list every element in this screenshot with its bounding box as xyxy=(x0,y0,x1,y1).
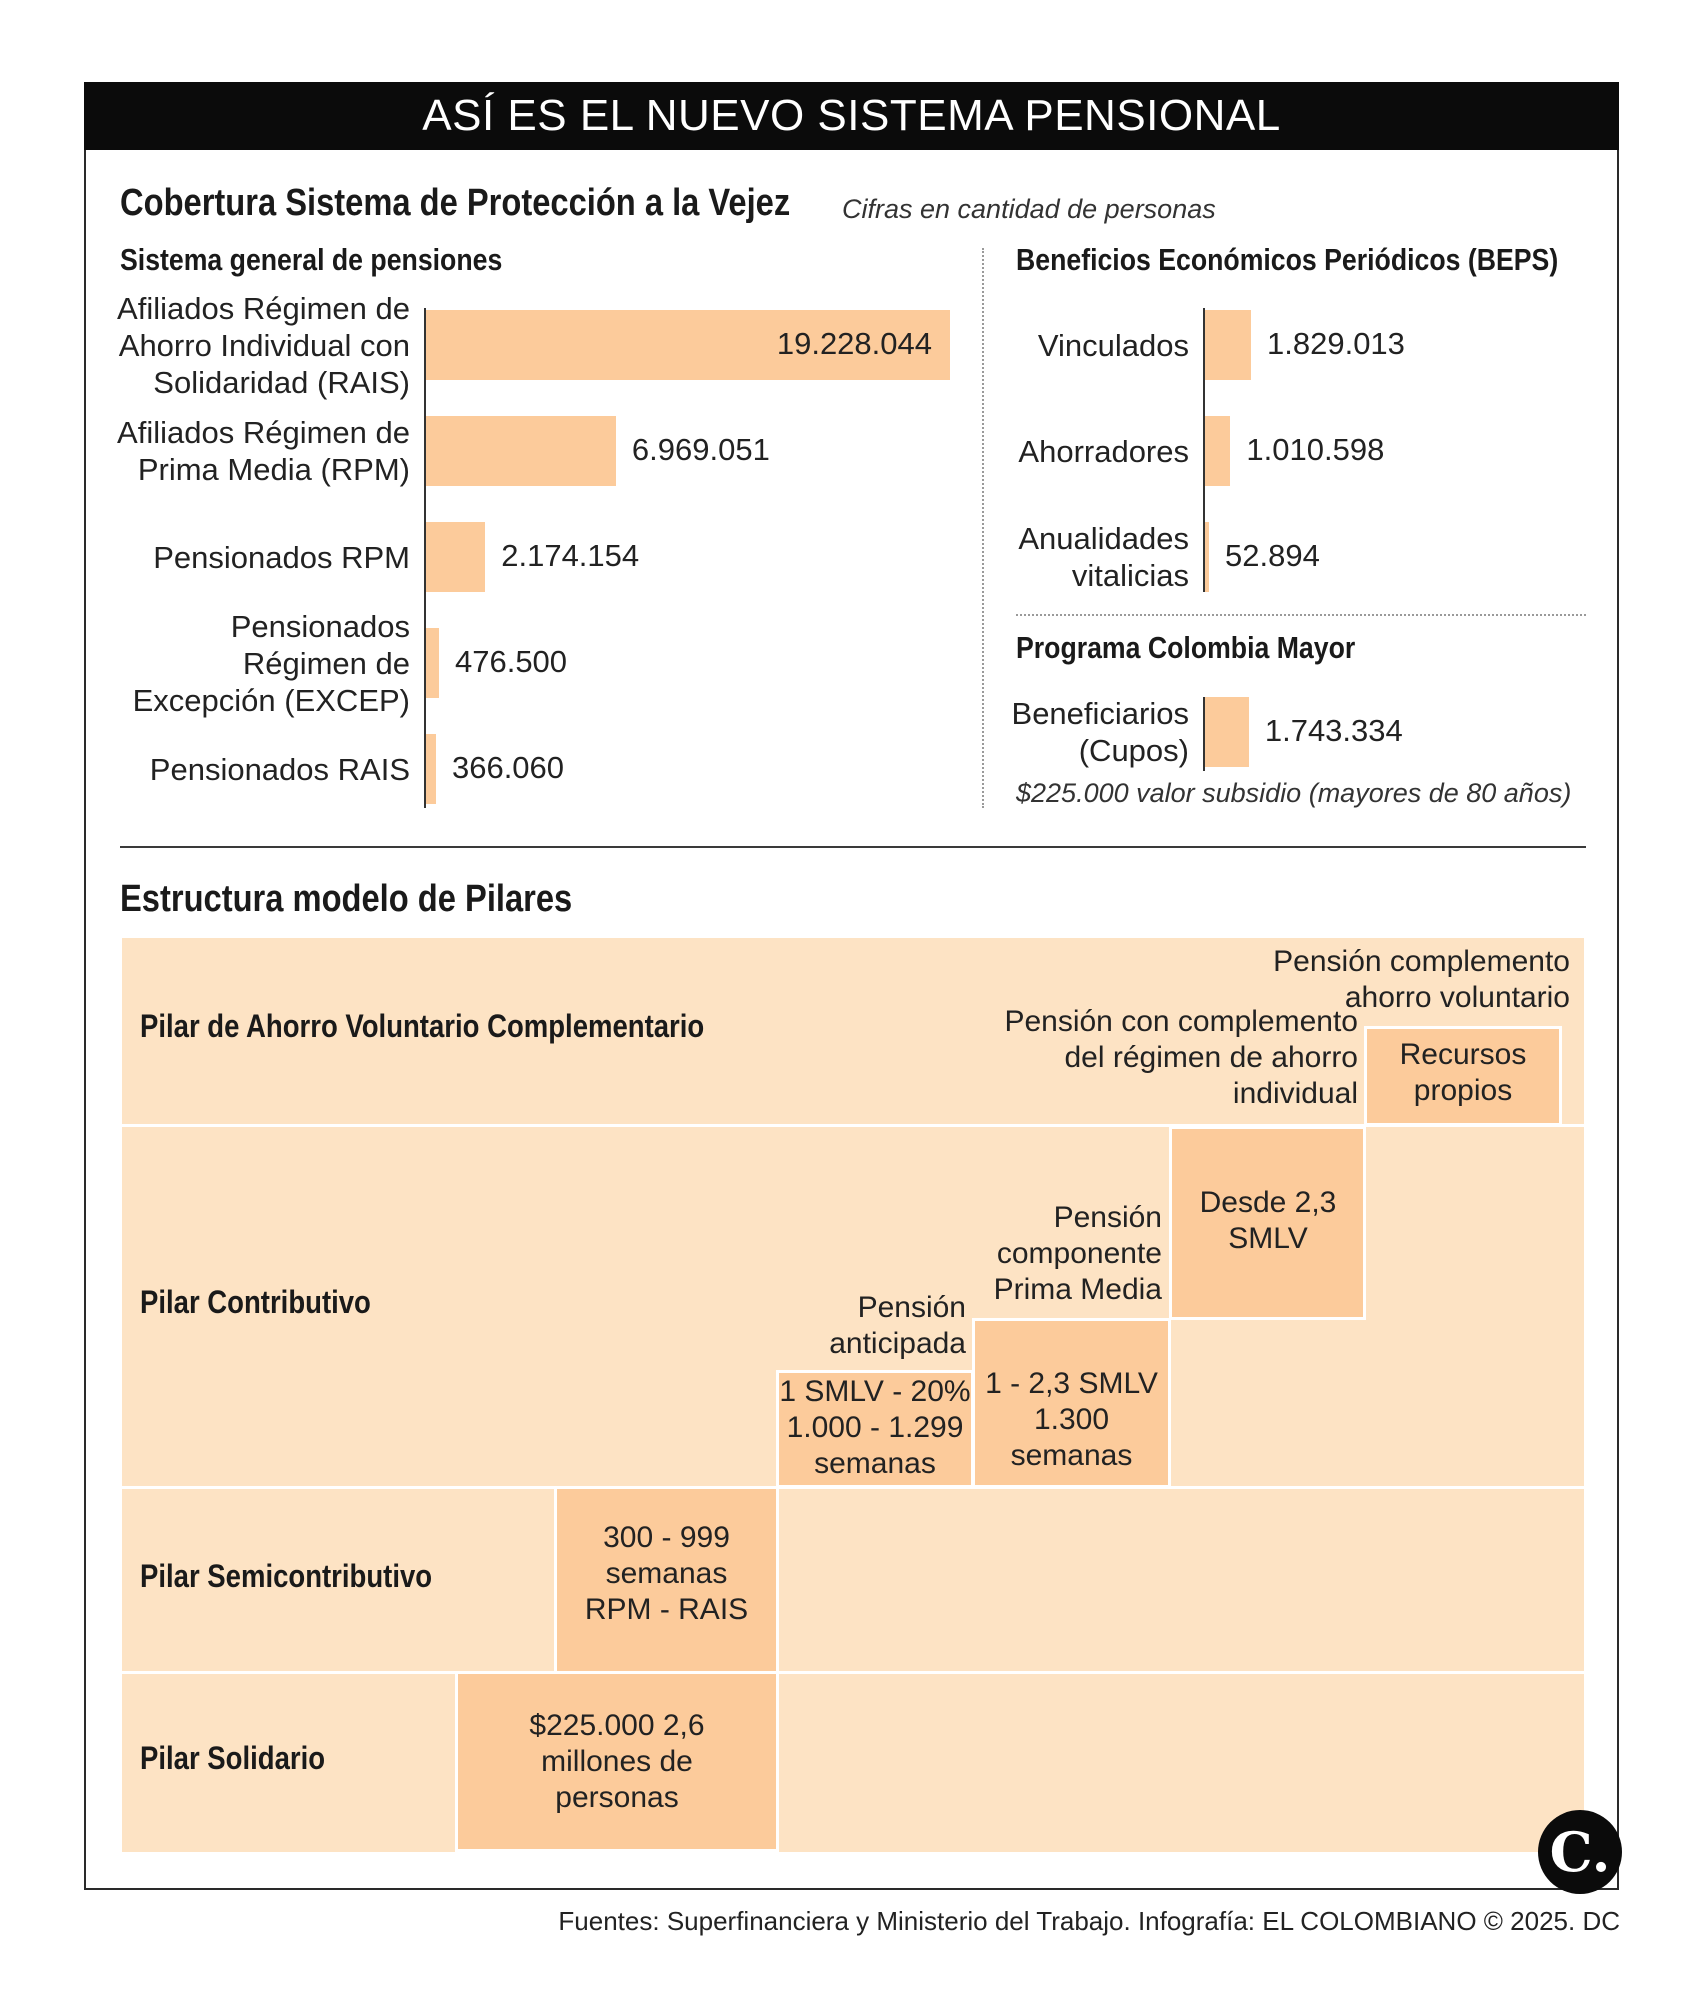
cell-desde-smlv-text: Desde 2,3 SMLV xyxy=(1199,1186,1337,1255)
value-label: 1.010.598 xyxy=(1246,432,1385,467)
sgp-chart-title: Sistema general de pensiones xyxy=(120,242,503,277)
bar xyxy=(426,522,486,592)
category-label: Afiliados Régimen de Ahorro Individual c… xyxy=(117,290,410,400)
chart-axis-line xyxy=(1203,697,1205,771)
colombia-mayor-note: $225.000 valor subsidio (mayores de 80 a… xyxy=(1016,778,1572,808)
category-label: Afiliados Régimen de Prima Media (RPM) xyxy=(117,415,410,487)
cell-prima-media-text: 1 - 2,3 SMLV 1.300 semanas xyxy=(985,1367,1158,1472)
value-label: 1.829.013 xyxy=(1267,326,1405,361)
cell-semicontributivo xyxy=(554,1486,779,1674)
cell-anticipada xyxy=(776,1370,974,1488)
value-label: 476.500 xyxy=(454,644,568,679)
note-prima-media: Pensión componente Prima Media xyxy=(993,1201,1162,1306)
cell-prima-media xyxy=(972,1318,1171,1488)
colombia-mayor-title: Programa Colombia Mayor xyxy=(1016,630,1356,665)
category-label: Vinculados xyxy=(1037,327,1189,363)
el-colombiano-logo: C. xyxy=(1538,1810,1622,1894)
beps-divider xyxy=(1016,614,1586,616)
bar xyxy=(1205,522,1209,592)
category-label: Pensionados RPM xyxy=(153,539,410,575)
value-label: 366.060 xyxy=(451,750,565,785)
pilar-solidario-label: Pilar Solidario xyxy=(140,1740,326,1776)
row-separator xyxy=(122,1671,1584,1674)
row-separator xyxy=(122,1124,1584,1127)
value-label: 2.174.154 xyxy=(501,538,640,573)
chart-axis-line xyxy=(424,308,426,808)
category-label: Anualidades vitalicias xyxy=(1018,521,1189,593)
cell-recursos-propios xyxy=(1364,1026,1562,1126)
bar xyxy=(426,416,616,486)
bar xyxy=(1205,697,1249,767)
column-divider xyxy=(982,248,984,808)
note-complemento-voluntario: Pensión complemento ahorro voluntario xyxy=(1273,945,1570,1014)
footer-sources: Fuentes: Superfinanciera y Ministerio de… xyxy=(558,1906,1620,1936)
coverage-title: Cobertura Sistema de Protección a la Vej… xyxy=(120,182,791,224)
pillars-title: Estructura modelo de Pilares xyxy=(120,878,573,920)
category-label: Pensionados Régimen de Excepción (EXCEP) xyxy=(132,608,410,718)
value-label: 6.969.051 xyxy=(631,432,770,467)
category-label: Beneficiarios (Cupos) xyxy=(1011,696,1189,768)
pilar-semicontributivo-label: Pilar Semicontributivo xyxy=(140,1558,433,1594)
cell-desde-smlv xyxy=(1169,1126,1366,1320)
cell-solidario-text: $225.000 2,6 millones de personas xyxy=(529,1709,705,1814)
cell-solidario xyxy=(455,1671,779,1852)
beps-chart-title: Beneficios Económicos Periódicos (BEPS) xyxy=(1016,242,1559,277)
bar xyxy=(426,734,436,804)
pilar-contributivo-label: Pilar Contributivo xyxy=(140,1284,371,1320)
note-complemento-rais: Pensión con complemento del régimen de a… xyxy=(1004,1005,1358,1110)
cell-semicontributivo-text: 300 - 999 semanas RPM - RAIS xyxy=(584,1521,749,1626)
section-divider xyxy=(120,846,1586,848)
bar xyxy=(426,628,439,698)
pilar-voluntario-label: Pilar de Ahorro Voluntario Complementari… xyxy=(140,1008,705,1044)
note-anticipada: Pensión anticipada xyxy=(829,1291,966,1360)
value-label: 19.228.044 xyxy=(776,326,932,361)
value-label: 52.894 xyxy=(1225,538,1320,573)
category-label: Pensionados RAIS xyxy=(149,751,410,787)
value-label: 1.743.334 xyxy=(1264,713,1403,748)
chart-axis-line xyxy=(1203,308,1205,592)
category-label: Ahorradores xyxy=(1018,433,1189,469)
bar xyxy=(1205,310,1251,380)
bar xyxy=(426,310,950,380)
cell-anticipada-text: 1 SMLV - 20% 1.000 - 1.299 semanas xyxy=(779,1375,971,1480)
cell-recursos-propios-text: Recursos propios xyxy=(1399,1038,1527,1107)
coverage-note: Cifras en cantidad de personas xyxy=(842,194,1216,224)
page-title: ASÍ ES EL NUEVO SISTEMA PENSIONAL xyxy=(84,82,1619,150)
bar xyxy=(1205,416,1231,486)
